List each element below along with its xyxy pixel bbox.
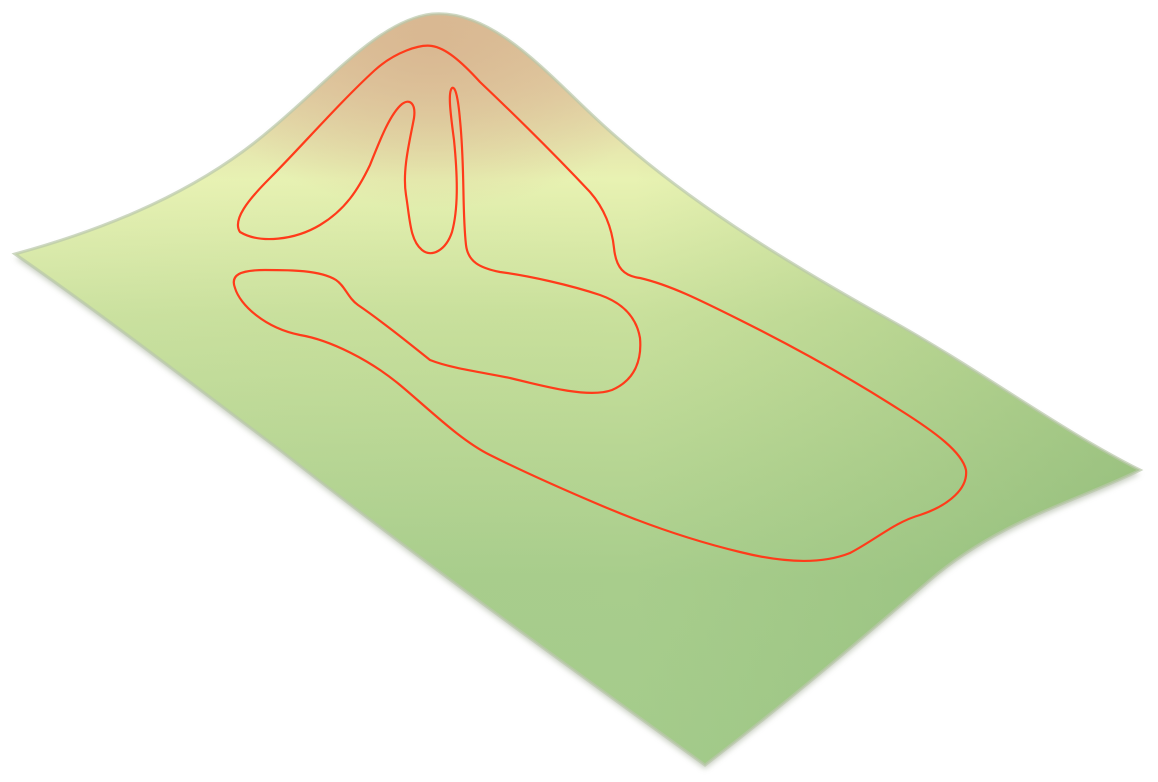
- contour-curve-outer: [232, 44, 968, 562]
- surface-rim: [11, 12, 1144, 767]
- surface-peak-highlight: [15, 13, 1140, 766]
